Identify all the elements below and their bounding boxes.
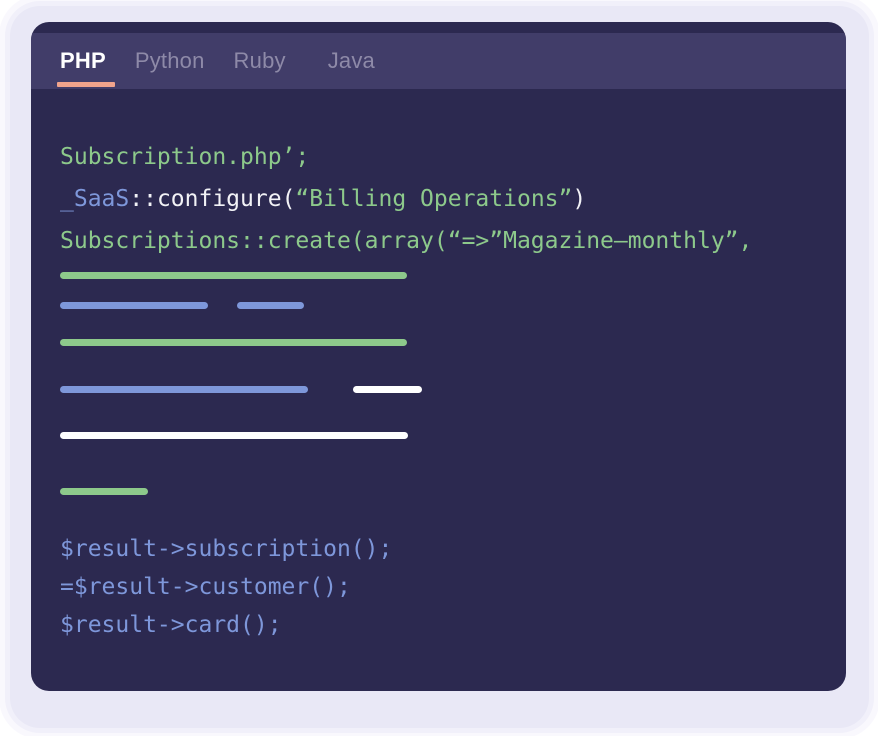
tab-java[interactable]: Java xyxy=(328,33,375,89)
code-segment: $result->card(); xyxy=(60,611,282,638)
code-segment: _SaaS xyxy=(60,185,130,212)
tab-php[interactable]: PHP xyxy=(57,33,115,89)
tab-ruby[interactable]: Ruby xyxy=(234,33,286,89)
tab-label: PHP xyxy=(60,48,106,73)
code-placeholder-bar xyxy=(60,488,148,495)
code-line: $result->subscription(); xyxy=(60,530,846,568)
code-segment: “Billing Operations” xyxy=(295,185,573,212)
code-placeholder-bar xyxy=(60,339,407,346)
code-segment: =$result->customer(); xyxy=(60,573,351,600)
code-segment: ::configure( xyxy=(129,185,296,212)
tab-label: Python xyxy=(134,48,205,73)
code-area: Subscription.php’;_SaaS::configure(“Bill… xyxy=(31,89,846,691)
code-line: _SaaS::configure(“Billing Operations”) xyxy=(60,178,846,220)
tab-label: Java xyxy=(327,48,375,73)
redacted-code-line xyxy=(60,386,846,393)
code-placeholder-bar xyxy=(60,302,208,309)
code-snippet-panel: PHP Python Ruby Java Subscription.php’; _Saa… xyxy=(31,22,846,691)
code-segment: ) xyxy=(572,185,587,212)
background-card: PHP Python Ruby Java Subscription.php’; _Saa… xyxy=(10,6,869,728)
tab-bar: PHP Python Ruby Java xyxy=(31,33,846,89)
code-segment: Subscriptions::create(array(“=>”Magazine… xyxy=(60,227,753,254)
code-placeholder-bar xyxy=(60,272,407,279)
redacted-code-line xyxy=(60,488,846,495)
redacted-code-line xyxy=(60,339,846,346)
code-placeholder-bar xyxy=(353,386,422,393)
code-segment: Subscription.php’; xyxy=(60,143,310,170)
redacted-code-line xyxy=(60,272,846,279)
redacted-code-line xyxy=(60,432,846,439)
redacted-code-line xyxy=(60,302,846,309)
code-line: $result->card(); xyxy=(60,606,846,644)
code-placeholder-bar xyxy=(237,302,304,309)
code-segment: $result->subscription(); xyxy=(60,535,393,562)
code-placeholder-bar xyxy=(60,432,408,439)
code-line: Subscription.php’; xyxy=(60,136,846,178)
code-line: Subscriptions::create(array(“=>”Magazine… xyxy=(60,220,846,262)
tab-label: Ruby xyxy=(233,48,286,73)
code-line: =$result->customer(); xyxy=(60,568,846,606)
code-placeholder-bar xyxy=(60,386,308,393)
tab-python[interactable]: Python xyxy=(135,33,205,89)
